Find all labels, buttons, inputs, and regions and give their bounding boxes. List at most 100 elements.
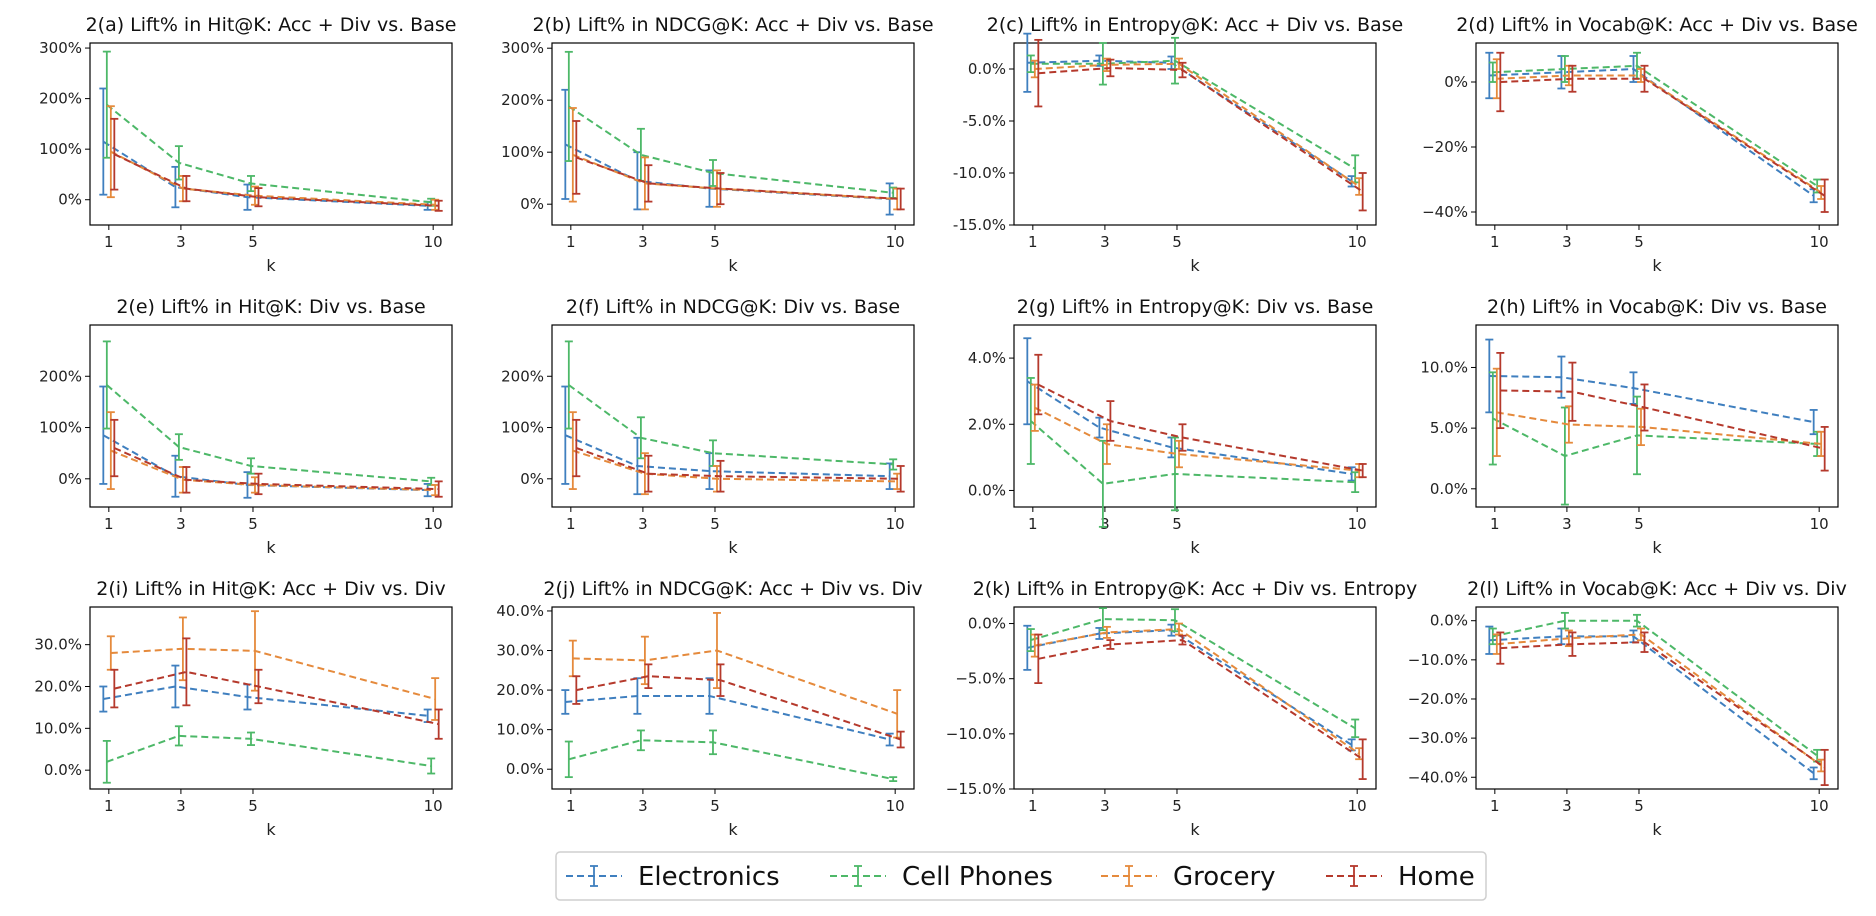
series-home (110, 117, 443, 212)
subplot-j: 2(j) Lift% in NDCG@K: Acc + Div vs. Div 0… (496, 578, 922, 839)
error-bar (564, 340, 573, 430)
x-tick-label: 10 (424, 797, 443, 815)
error-bar (572, 675, 581, 705)
subplot-d: 2(d) Lift% in Vocab@K: Acc + Div vs. Bas… (1422, 14, 1858, 275)
y-tick-label: 0.0% (1430, 612, 1468, 630)
y-tick-label: 0% (1444, 73, 1468, 91)
series-line (113, 153, 439, 207)
error-bar (1034, 38, 1043, 108)
x-tick-label: 10 (1348, 233, 1367, 251)
series-line (1026, 380, 1352, 475)
error-bar (102, 739, 111, 784)
error-bar (1488, 627, 1497, 646)
subplot-k: 2(k) Lift% in Entropy@K: Acc + Div vs. E… (946, 578, 1418, 839)
error-bar (182, 637, 191, 707)
x-tick-label: 5 (248, 233, 258, 251)
series-line (110, 647, 436, 700)
legend-item-home: Home (1326, 862, 1475, 892)
error-bar (1496, 51, 1505, 113)
error-bar (182, 466, 191, 494)
y-tick-label: 0.0% (44, 761, 82, 779)
error-bar (1560, 55, 1569, 83)
y-tick-label: 200% (501, 367, 544, 385)
subplot-title: 2(b) Lift% in NDCG@K: Acc + Div vs. Base (532, 14, 933, 36)
x-axis-label: k (1190, 820, 1200, 839)
series-line (1496, 74, 1822, 194)
y-tick-label: −30.0% (1408, 729, 1468, 747)
x-tick-label: 1 (566, 797, 576, 815)
x-tick-label: 3 (176, 233, 186, 251)
series-line (575, 447, 901, 480)
series-line (1038, 66, 1364, 193)
legend-label: Home (1398, 862, 1475, 892)
subplot-title: 2(f) Lift% in NDCG@K: Div vs. Base (566, 296, 900, 318)
error-bar (434, 480, 443, 498)
y-tick-label: 300% (39, 39, 82, 57)
axes-frame (89, 324, 453, 508)
y-tick-label: −10.0% (1408, 651, 1468, 669)
series-line (114, 670, 439, 726)
error-bar (1640, 631, 1649, 653)
x-tick-label: 5 (248, 797, 258, 815)
series-electronics (1023, 623, 1356, 752)
series-line (110, 150, 436, 206)
error-bar (1351, 718, 1360, 739)
series-electronics (1485, 51, 1818, 204)
error-bar (896, 187, 905, 211)
error-bar (246, 175, 255, 193)
y-tick-label: -5.0% (962, 112, 1006, 130)
series-cell-phones (102, 725, 436, 784)
series-cell-phones (1488, 611, 1822, 763)
axes-frame (551, 324, 915, 508)
subplot-l: 2(l) Lift% in Vocab@K: Acc + Div vs. Div… (1408, 578, 1847, 839)
y-tick-label: 300% (501, 39, 544, 57)
x-tick-label: 5 (1634, 515, 1644, 533)
error-bar (1023, 32, 1032, 93)
x-tick-label: 5 (710, 233, 720, 251)
error-bar (1640, 64, 1649, 93)
error-bar (896, 730, 905, 749)
error-bar (182, 175, 191, 203)
x-tick-label: 10 (1810, 515, 1829, 533)
error-bar (1560, 611, 1569, 630)
axes-frame (551, 606, 915, 790)
series-line (1030, 59, 1356, 170)
legend-label: Grocery (1173, 862, 1276, 892)
error-bar (889, 458, 898, 471)
y-tick-label: 0.0% (968, 481, 1006, 499)
error-bar (564, 740, 573, 779)
series-line (106, 384, 432, 483)
series-grocery (1030, 383, 1364, 479)
error-bar (716, 172, 725, 206)
error-bar (1098, 42, 1107, 86)
series-line (568, 384, 894, 466)
error-bar (896, 465, 905, 493)
error-bar (1820, 426, 1829, 472)
y-tick-label: −20.0% (1408, 690, 1468, 708)
x-tick-label: 1 (1028, 233, 1038, 251)
error-bar (102, 340, 111, 430)
series-cell-phones (564, 729, 898, 782)
y-tick-label: 5.0% (1430, 419, 1468, 437)
series-line (1034, 62, 1360, 188)
x-axis-label: k (1652, 538, 1662, 557)
error-bar (1820, 748, 1829, 786)
subplot-b: 2(b) Lift% in NDCG@K: Acc + Div vs. Base… (501, 14, 933, 275)
x-tick-label: 1 (104, 797, 114, 815)
error-bar (1809, 766, 1818, 781)
error-bar (640, 452, 649, 496)
x-tick-label: 5 (248, 515, 258, 533)
y-tick-label: 100% (501, 143, 544, 161)
error-bar (1106, 639, 1115, 650)
x-tick-label: 3 (1562, 797, 1572, 815)
series-line (1492, 417, 1818, 458)
y-tick-label: −20% (1422, 138, 1468, 156)
series-grocery (106, 411, 440, 497)
y-tick-label: 0% (58, 191, 82, 209)
x-axis-label: k (728, 820, 738, 839)
y-tick-label: 0% (520, 195, 544, 213)
x-tick-label: 3 (638, 233, 648, 251)
error-bar (708, 729, 717, 756)
axes-frame (1475, 324, 1839, 508)
error-bar (564, 50, 573, 162)
